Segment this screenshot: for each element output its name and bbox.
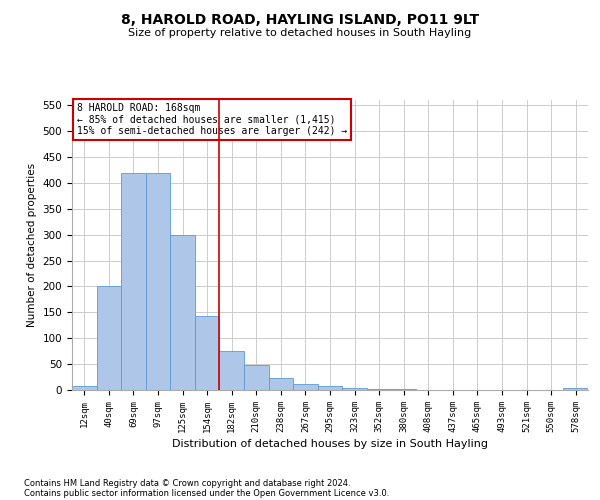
Bar	[244, 365, 269, 390]
Bar	[220, 351, 244, 390]
Bar	[72, 386, 97, 390]
Bar	[342, 388, 367, 390]
Text: 8, HAROLD ROAD, HAYLING ISLAND, PO11 9LT: 8, HAROLD ROAD, HAYLING ISLAND, PO11 9LT	[121, 12, 479, 26]
X-axis label: Distribution of detached houses by size in South Hayling: Distribution of detached houses by size …	[172, 439, 488, 449]
Text: Contains public sector information licensed under the Open Government Licence v3: Contains public sector information licen…	[24, 488, 389, 498]
Text: Size of property relative to detached houses in South Hayling: Size of property relative to detached ho…	[128, 28, 472, 38]
Y-axis label: Number of detached properties: Number of detached properties	[27, 163, 37, 327]
Bar	[195, 316, 220, 390]
Bar	[97, 286, 121, 390]
Bar	[367, 389, 391, 390]
Text: 8 HAROLD ROAD: 168sqm
← 85% of detached houses are smaller (1,415)
15% of semi-d: 8 HAROLD ROAD: 168sqm ← 85% of detached …	[77, 103, 347, 136]
Bar	[293, 384, 318, 390]
Bar	[563, 388, 588, 390]
Bar	[146, 172, 170, 390]
Text: Contains HM Land Registry data © Crown copyright and database right 2024.: Contains HM Land Registry data © Crown c…	[24, 478, 350, 488]
Bar	[318, 386, 342, 390]
Bar	[121, 172, 146, 390]
Bar	[170, 234, 195, 390]
Bar	[269, 378, 293, 390]
